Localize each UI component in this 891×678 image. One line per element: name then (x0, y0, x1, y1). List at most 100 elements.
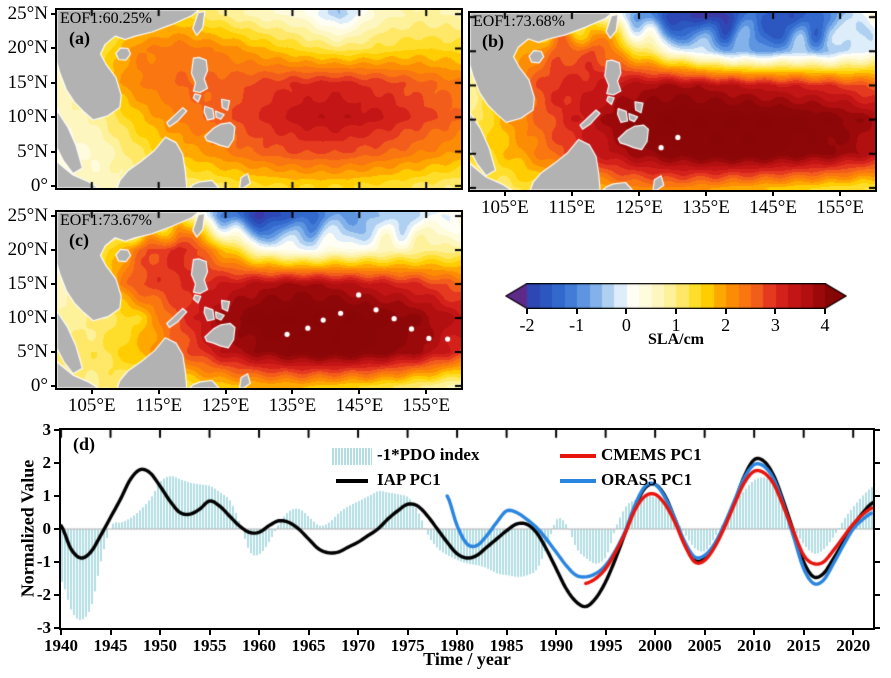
tick-mark (637, 190, 640, 196)
tick-mark (873, 462, 880, 464)
d-x-tick-label: 2005 (687, 636, 722, 655)
d-x-tick-label: 1970 (341, 636, 376, 655)
colorbar-tick-label: 0 (621, 315, 631, 335)
map-x-tick-label: 115°E (548, 197, 596, 218)
tick-mark (772, 190, 775, 196)
iap-legend-line (336, 479, 368, 483)
tick-mark (159, 628, 162, 635)
map-x-tick-label: 105°E (481, 197, 529, 218)
tick-mark (51, 150, 57, 153)
d-x-tick-label: 2015 (786, 636, 821, 655)
map-panel-c: EOF1:73.67% (c) (55, 210, 463, 390)
panel-letter-b: (b) (482, 31, 504, 51)
map-x-tick-label: 105°E (67, 395, 116, 416)
tick-mark (51, 317, 57, 319)
map-a-canvas (57, 10, 461, 188)
d-x-tick-label: 1955 (192, 636, 227, 655)
tick-mark (503, 190, 506, 196)
d-x-tick-label: 2010 (737, 636, 772, 655)
tick-mark (51, 184, 57, 187)
map-x-tick-label: 125°E (201, 395, 250, 416)
map-x-tick-label: 135°E (268, 395, 317, 416)
d-y-tick-label: 1 (42, 486, 52, 505)
colorbar-tick-label: 2 (721, 315, 731, 335)
tick-mark (157, 388, 160, 394)
map-y-tick-label: 15°N (7, 273, 48, 295)
d-x-tick-label: 1995 (588, 636, 623, 655)
map-y-tick-label: 20°N (7, 37, 48, 59)
tick-mark (60, 628, 62, 635)
tick-mark (873, 627, 880, 629)
d-y-tick-label: 3 (42, 420, 52, 439)
tick-mark (54, 495, 61, 497)
legend-cmems-label: CMEMS PC1 (601, 445, 702, 464)
eof-variance-label-a: EOF1:60.25% (60, 10, 152, 27)
tick-mark (406, 628, 409, 635)
map-x-tick-label: 145°E (749, 197, 797, 218)
map-b-canvas (470, 13, 875, 190)
tick-mark (456, 628, 459, 635)
tick-mark (873, 495, 880, 497)
map-y-tick-label: 5°N (17, 140, 48, 162)
colorbar-tick-label: 4 (820, 315, 830, 335)
tick-mark (224, 388, 227, 394)
map-y-tick-label: 20°N (7, 239, 48, 261)
d-x-tick-label: 1960 (242, 636, 277, 655)
map-panel-a: EOF1:60.25% (a) (55, 8, 463, 190)
d-x-tick-label: 2020 (836, 636, 871, 655)
map-y-tick-label: 10°N (7, 106, 48, 128)
tick-mark (675, 309, 677, 314)
timeseries-canvas (61, 430, 873, 628)
tick-mark (208, 628, 211, 635)
tick-mark (291, 388, 294, 394)
d-x-tick-label: 1945 (93, 636, 128, 655)
d-y-tick-label: -3 (36, 618, 51, 637)
timeseries-panel-d: (d) (59, 428, 875, 630)
map-y-tick-label: 25°N (7, 3, 48, 25)
eof-variance-label-c: EOF1:73.67% (60, 212, 152, 229)
tick-mark (654, 628, 657, 635)
map-panel-b: EOF1:73.68% (b) (468, 11, 877, 192)
tick-mark (555, 628, 558, 635)
tick-mark (604, 628, 607, 635)
map-y-tick-label: 0° (30, 374, 48, 396)
tick-mark (774, 309, 777, 314)
colorbar (505, 283, 847, 309)
tick-mark (307, 628, 310, 635)
tick-mark (724, 309, 727, 314)
cmems-legend-line (560, 454, 596, 458)
tick-mark (753, 628, 756, 635)
map-c-canvas (57, 212, 461, 388)
tick-mark (51, 81, 57, 84)
panel-letter-c: (c) (69, 230, 89, 250)
tick-mark (54, 594, 61, 596)
tick-mark (51, 13, 57, 16)
tick-mark (51, 249, 57, 252)
map-y-tick-label: 15°N (7, 71, 48, 93)
d-x-tick-label: 2000 (638, 636, 673, 655)
tick-mark (705, 190, 708, 196)
map-x-tick-label: 145°E (335, 395, 384, 416)
tick-mark (873, 594, 880, 596)
tick-mark (357, 628, 360, 635)
tick-mark (258, 628, 261, 635)
tick-mark (51, 47, 57, 50)
d-y-tick-label: -1 (36, 552, 51, 571)
d-x-tick-label: 1980 (440, 636, 475, 655)
tick-mark (54, 528, 61, 530)
tick-mark (873, 528, 880, 530)
tick-mark (51, 283, 57, 286)
tick-mark (90, 388, 93, 394)
tick-mark (824, 309, 826, 314)
d-x-tick-label: 1965 (291, 636, 326, 655)
tick-mark (51, 350, 57, 353)
d-x-tick-label: 1940 (44, 636, 78, 655)
map-y-tick-label: 25°N (7, 205, 48, 227)
map-y-tick-label: 0° (30, 174, 48, 196)
tick-mark (625, 309, 628, 314)
tick-mark (703, 628, 706, 635)
tick-mark (109, 628, 112, 635)
colorbar-tick-label: -1 (569, 315, 585, 335)
tick-mark (575, 309, 578, 314)
